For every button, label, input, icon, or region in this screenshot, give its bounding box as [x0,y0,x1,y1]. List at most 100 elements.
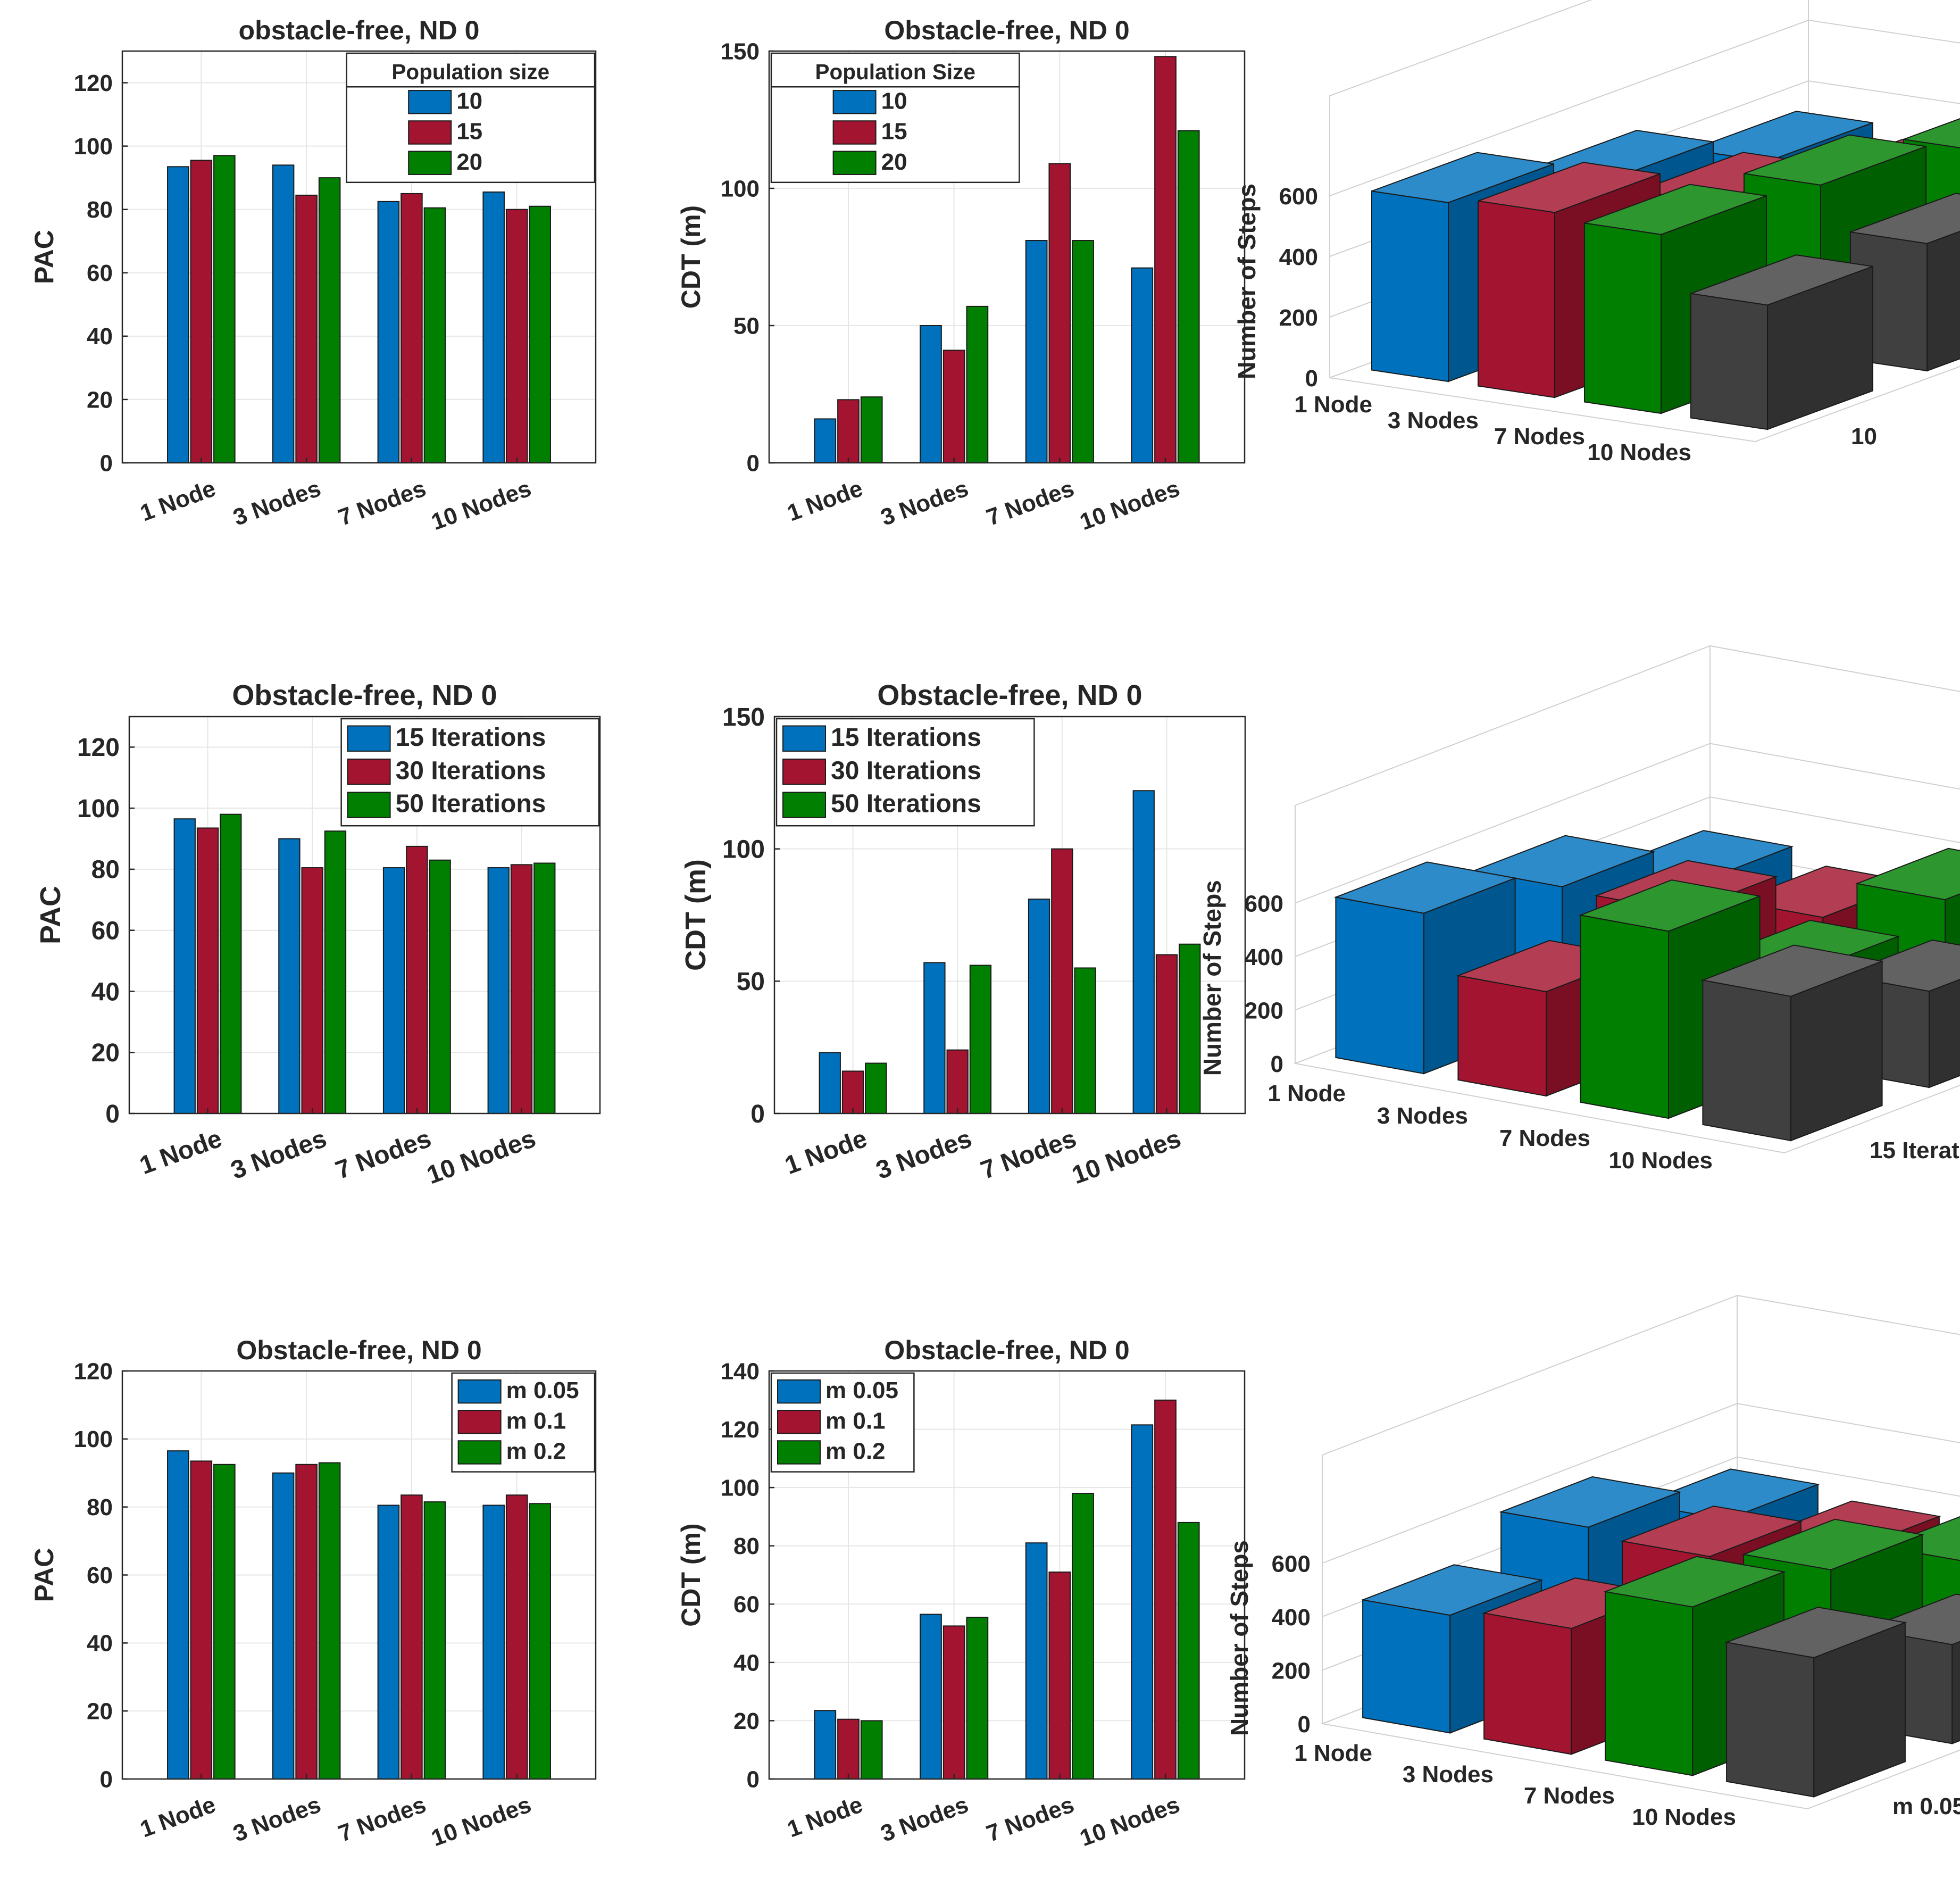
ytick-label: 100 [74,134,113,160]
bar-10-1-Node [167,166,189,464]
bar-m-0.05-10-Nodes [482,1504,505,1780]
bar3d-front-face [1362,1599,1451,1734]
bar-50-Iterations-7-Nodes [1074,967,1096,1114]
bar3d-top-face [1700,944,1884,997]
bar-m-0.2-1-Node [860,1720,883,1780]
bar-50-Iterations-3-Nodes [969,965,992,1114]
legend-swatch [777,1440,821,1465]
ytick-label: 0 [750,1100,765,1128]
chart-title: obstacle-free, ND 0 [239,15,480,45]
bar3d-top-face [1472,835,1656,887]
row-label: 3 Nodes [1403,1761,1494,1788]
y-axis-label: CDT (m) [680,859,712,971]
ytick-label: 60 [87,260,113,286]
chart-r3c2: 0 20 40 60 80 100 120 140 1 Node 3 Nodes 7 Nodes10… [676,1335,1246,1851]
z-axis-label: Number of Steps [1225,1540,1253,1736]
ytick-label: 120 [74,70,113,96]
legend-label: 15 [456,119,482,145]
bar-50-Iterations-10-Nodes [533,862,556,1114]
bar3d-front-face [1690,293,1768,430]
row-label: 7 Nodes [1494,423,1585,450]
row-label: 3 Nodes [1388,408,1479,434]
bar-m-0.05-3-Nodes [920,1614,942,1780]
ytick-label: 40 [87,323,113,350]
bar-15-1-Node [837,399,860,464]
z-gridline [1295,743,1960,904]
bar-50-Iterations-1-Node [220,813,242,1114]
row-label: 10 Nodes [1632,1804,1736,1830]
col-label: 15 Iterations [1870,1137,1960,1163]
chart-title: Obstacle-free, ND 0 [884,15,1129,45]
legend-label: m 0.05 [825,1377,898,1403]
z-gridline [1322,1403,1960,1564]
legend-swatch [408,151,452,175]
xtick-label: 1 Node [784,1791,866,1842]
ztick-label: 600 [1272,1551,1311,1577]
legend-swatch [782,792,826,818]
row-label: 3 Nodes [1377,1103,1468,1129]
ytick-label: 40 [87,1631,113,1657]
ztick-label: 600 [1279,184,1318,210]
ztick-label: 400 [1245,944,1283,970]
ytick-label: 0 [747,1766,760,1792]
bar-15-Iterations-7-Nodes [1028,899,1050,1115]
ytick-label: 50 [733,313,760,339]
bar-m-0.1-10-Nodes [505,1494,528,1780]
xtick-label: 1 Node [781,1125,871,1181]
bar3d-front-face [1605,1591,1694,1776]
xtick-label: 3 Nodes [230,475,324,531]
legend-swatch [777,1379,821,1404]
xtick-label: 7 Nodes [983,1791,1078,1847]
xtick-label: 10 Nodes [428,475,535,535]
bar-m-0.2-3-Nodes [318,1462,341,1780]
ytick-label: 100 [722,835,765,863]
ytick-label: 20 [87,1699,113,1725]
ytick-label: 80 [87,1494,113,1520]
bar-10-7-Nodes [1025,240,1048,463]
bar-m-0.05-1-Node [814,1710,837,1780]
ytick-label: 0 [100,450,113,476]
bar-15-Iterations-1-Node [819,1052,841,1114]
bar3d-front-face [1478,200,1555,398]
bar3d-front-face [1580,914,1669,1119]
bar-10-7-Nodes [377,201,400,463]
legend-label: 20 [881,149,907,175]
bar-10-1-Node [814,418,837,463]
bar-m-0.1-3-Nodes [943,1625,965,1780]
bar-m-0.1-7-Nodes [401,1494,423,1780]
ytick-label: 120 [74,1358,113,1384]
bar3d-top-face [1603,1556,1786,1608]
back-pane [1709,645,1960,904]
bar3d-front-face [1457,975,1547,1097]
legend-label: 15 Iterations [396,724,546,752]
legend-label: m 0.1 [825,1408,886,1434]
ytick-label: 20 [87,387,113,413]
legend: m 0.05 m 0.1 m 0.2 [451,1372,596,1473]
xtick-label: 7 Nodes [332,1125,435,1185]
bar3d-top-face [1361,1564,1544,1616]
back-pane [1737,1294,1960,1564]
legend: 15 Iterations 30 Iterations 50 Iterations [775,718,1035,827]
chart-title: Obstacle-free, ND 0 [877,679,1142,711]
ytick-label: 40 [91,978,120,1006]
ztick-label: 200 [1245,998,1283,1024]
bar3d-top-face [1333,861,1517,914]
legend-swatch [347,758,391,785]
bar3d-top-face [1371,152,1554,203]
bar-10-3-Nodes [920,325,942,463]
ytick-label: 140 [721,1358,760,1384]
bar-50-Iterations-3-Nodes [324,830,347,1114]
xtick-label: 1 Node [137,475,219,526]
chart-r3c3: 0 200 400 600 Number of Steps 1 Node 3 Nodes 7 … [1225,1294,1960,1830]
xtick-label: 10 Nodes [428,1791,535,1851]
bar-m-0.1-1-Node [190,1460,213,1780]
legend: 15 Iterations 30 Iterations 50 Iterations [340,718,600,827]
ytick-label: 150 [722,703,765,731]
xtick-label: 10 Nodes [1077,1791,1183,1851]
legend-swatch [832,90,877,114]
bar-15-Iterations-1-Node [173,818,196,1114]
legend-swatch [408,120,452,145]
bar3d-top-face [1741,1518,1924,1570]
